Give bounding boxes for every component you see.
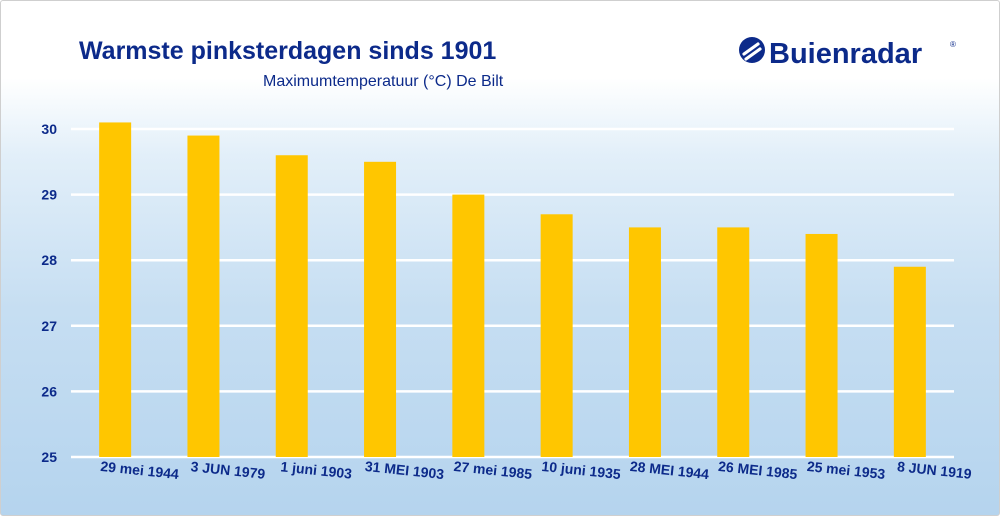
- x-tick-label: 3 JUN 1979: [190, 458, 266, 482]
- bar: [893, 266, 926, 457]
- x-tick-label: 28 MEI 1944: [629, 458, 710, 482]
- x-tick-label: 8 JUN 1919: [896, 458, 972, 482]
- x-tick-label: 27 mei 1985: [453, 458, 533, 482]
- x-tick-label: 1 juni 1903: [280, 458, 353, 481]
- bar: [540, 214, 573, 457]
- x-axis: 29 mei 1944 3 JUN 1979 1 juni 1903 31 MEI 1…: [100, 458, 973, 482]
- bars: [99, 122, 926, 458]
- bar: [452, 194, 485, 457]
- y-tick-label: 27: [41, 318, 57, 334]
- registered-mark: ®: [950, 40, 956, 49]
- y-tick-label: 26: [41, 383, 57, 399]
- buienradar-logo: Buienradar ®: [739, 37, 956, 70]
- x-tick-label: 10 juni 1935: [541, 458, 622, 482]
- x-tick-label: 25 mei 1953: [806, 458, 886, 482]
- y-tick-label: 25: [41, 449, 57, 465]
- bar: [364, 161, 397, 458]
- bar: [187, 135, 220, 457]
- x-tick-label: 31 MEI 1903: [364, 458, 445, 482]
- y-tick-label: 30: [41, 121, 57, 137]
- chart-subtitle: Maximumtemperatuur (°C) De Bilt: [263, 73, 504, 90]
- logo-text: Buienradar: [769, 38, 922, 70]
- y-axis: 25 26 27 28 29 30: [41, 121, 57, 465]
- x-tick-label: 29 mei 1944: [100, 458, 180, 482]
- y-tick-label: 28: [41, 252, 57, 268]
- bar: [717, 227, 750, 457]
- y-tick-label: 29: [41, 187, 57, 203]
- bar: [275, 155, 308, 458]
- buienradar-logo-icon: [739, 37, 765, 63]
- chart-title: Warmste pinksterdagen sinds 1901: [79, 37, 496, 65]
- x-tick-label: 26 MEI 1985: [717, 458, 798, 482]
- bar: [99, 122, 132, 457]
- bar: [805, 233, 838, 457]
- bar: [628, 227, 661, 457]
